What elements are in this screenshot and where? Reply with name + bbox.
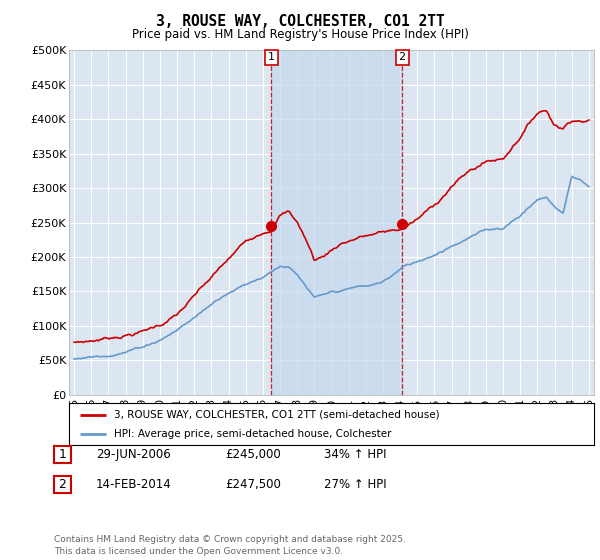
Text: 27% ↑ HPI: 27% ↑ HPI (324, 478, 386, 491)
Text: 34% ↑ HPI: 34% ↑ HPI (324, 448, 386, 461)
Text: HPI: Average price, semi-detached house, Colchester: HPI: Average price, semi-detached house,… (113, 429, 391, 439)
Text: £247,500: £247,500 (225, 478, 281, 491)
Text: 1: 1 (58, 448, 67, 461)
Text: £245,000: £245,000 (225, 448, 281, 461)
Text: 1: 1 (268, 52, 275, 62)
Text: Contains HM Land Registry data © Crown copyright and database right 2025.
This d: Contains HM Land Registry data © Crown c… (54, 535, 406, 556)
Bar (271, 50, 402, 395)
Text: 3, ROUSE WAY, COLCHESTER, CO1 2TT: 3, ROUSE WAY, COLCHESTER, CO1 2TT (155, 14, 445, 29)
Text: 2: 2 (398, 52, 406, 62)
Text: 2: 2 (58, 478, 67, 491)
Text: 29-JUN-2006: 29-JUN-2006 (96, 448, 171, 461)
Text: Price paid vs. HM Land Registry's House Price Index (HPI): Price paid vs. HM Land Registry's House … (131, 28, 469, 41)
Text: 3, ROUSE WAY, COLCHESTER, CO1 2TT (semi-detached house): 3, ROUSE WAY, COLCHESTER, CO1 2TT (semi-… (113, 409, 439, 419)
Text: 14-FEB-2014: 14-FEB-2014 (96, 478, 172, 491)
